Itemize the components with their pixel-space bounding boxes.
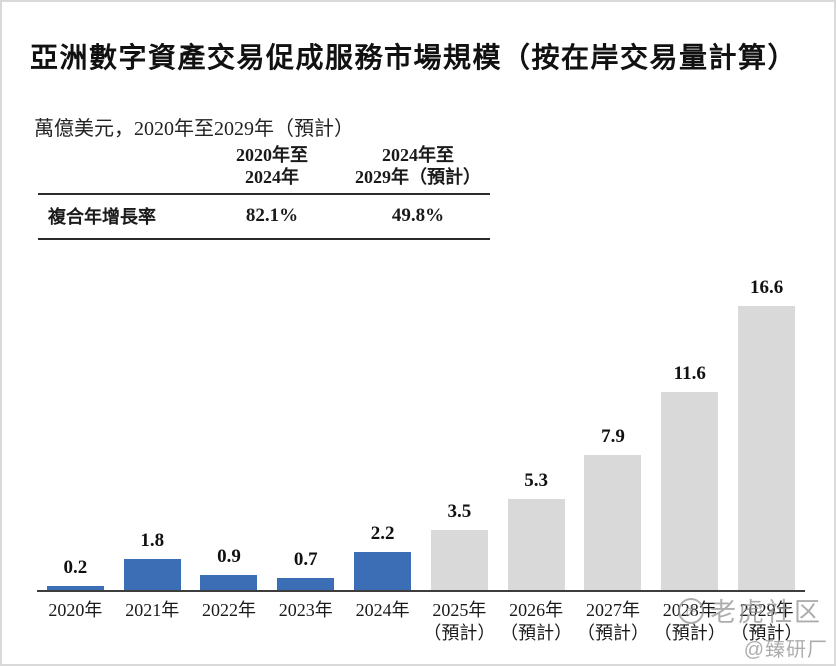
- x-tick-label: 2023年: [278, 600, 333, 620]
- bar-slot: 5.3: [498, 260, 575, 590]
- cagr-table: 2020年至 2024年 2024年至 2029年（預計） 複合年增長率 82.…: [38, 144, 490, 240]
- table-top-rule: [38, 193, 490, 195]
- cagr-header-period2: 2024年至 2029年（預計）: [346, 144, 490, 193]
- cagr-table-data-row: 複合年增長率 82.1% 49.8%: [38, 195, 490, 238]
- bar-2026年（預計）: [507, 499, 565, 590]
- table-bottom-rule: [38, 238, 490, 240]
- x-tick-label: 2027年 （預計）: [576, 600, 649, 643]
- bar-value-label: 0.9: [217, 546, 241, 567]
- bar-value-label: 3.5: [447, 501, 472, 522]
- cagr-header-period1-line1: 2020年至: [236, 145, 308, 165]
- x-tick-label: 2025年 （預計）: [423, 600, 496, 643]
- page-title: 亞洲數字資產交易促成服務市場規模（按在岸交易量計算）: [30, 42, 798, 73]
- x-tick-label: 2024年: [355, 600, 410, 620]
- x-tick-label: 2021年: [125, 600, 180, 620]
- cagr-value-period2: 49.8%: [391, 205, 445, 226]
- cagr-header-period1-line2: 2024年: [245, 167, 299, 187]
- bar-slot: 3.5: [421, 260, 498, 590]
- cagr-header-spacer: [38, 188, 198, 193]
- cagr-value-period1: 82.1%: [245, 205, 299, 226]
- x-tick-label: 2022年: [201, 600, 256, 620]
- plot-area: 0.2 1.8 0.9 0.7 2.2 3.5 5.3 7.9 11.6 16.6: [37, 260, 805, 592]
- bar-value-label: 0.2: [63, 557, 88, 578]
- bar-slot: 7.9: [575, 260, 652, 590]
- cagr-header-period1: 2020年至 2024年: [198, 144, 346, 193]
- bar-slot: 0.9: [191, 260, 268, 590]
- bar-slot: 1.8: [114, 260, 191, 590]
- cagr-header-period2-line2: 2029年（預計）: [355, 167, 481, 187]
- bar-value-label: 7.9: [601, 426, 625, 447]
- bar-slot: 16.6: [728, 260, 805, 590]
- x-tick-label: 2029年 （預計）: [730, 600, 803, 643]
- bar-2028年（預計）: [661, 392, 719, 590]
- bar-2021年: [123, 559, 181, 590]
- bar-value-label: 2.2: [370, 523, 395, 544]
- bar-slot: 11.6: [651, 260, 728, 590]
- bar-slot: 0.7: [267, 260, 344, 590]
- cagr-header-period2-line1: 2024年至: [382, 145, 454, 165]
- cagr-table-header-row: 2020年至 2024年 2024年至 2029年（預計）: [38, 144, 490, 193]
- x-tick-label: 2028年 （預計）: [653, 600, 726, 643]
- x-axis-labels: 2020年 2021年 2022年 2023年 2024年 2025年 （預計） 2026年（…: [37, 599, 805, 645]
- bar-2029年（預計）: [738, 306, 796, 590]
- x-tick-label: 2020年: [48, 600, 103, 620]
- bar-slot: 0.2: [37, 260, 114, 590]
- cagr-row-label: 複合年增長率: [48, 207, 156, 227]
- bar-2027年（預計）: [584, 455, 642, 590]
- bar-2020年: [46, 586, 104, 590]
- bar-2025年（預計）: [430, 530, 488, 590]
- chart-unit-note: 萬億美元，2020年至2029年（預計）: [34, 118, 354, 140]
- bar-value-label: 0.7: [293, 549, 318, 570]
- bar-value-label: 1.8: [140, 530, 165, 551]
- bar-value-label: 5.3: [524, 470, 549, 491]
- x-tick-label: 2026年 （預計）: [500, 600, 573, 643]
- bar-2024年: [354, 552, 412, 590]
- bar-2023年: [277, 578, 335, 590]
- bar-slot: 2.2: [344, 260, 421, 590]
- bar-value-label: 11.6: [673, 363, 706, 384]
- bar-2022年: [200, 575, 258, 590]
- bar-value-label: 16.6: [749, 277, 784, 298]
